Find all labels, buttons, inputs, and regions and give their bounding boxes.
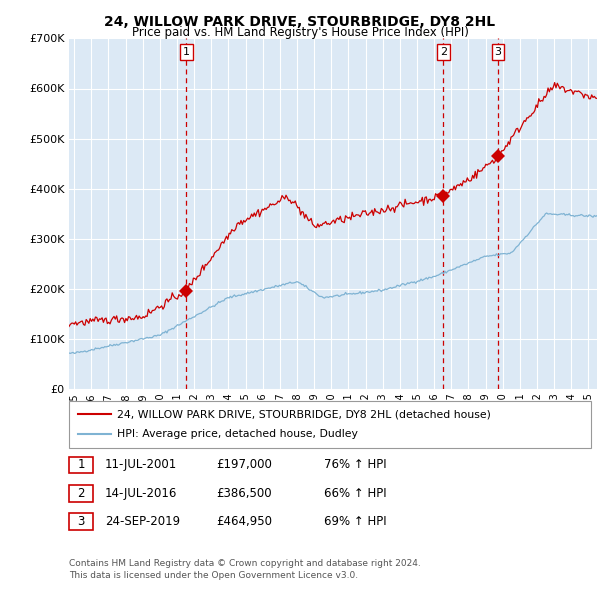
Text: HPI: Average price, detached house, Dudley: HPI: Average price, detached house, Dudl… <box>117 430 358 439</box>
Text: 3: 3 <box>494 47 502 57</box>
Text: 24, WILLOW PARK DRIVE, STOURBRIDGE, DY8 2HL: 24, WILLOW PARK DRIVE, STOURBRIDGE, DY8 … <box>104 15 496 29</box>
Text: £197,000: £197,000 <box>216 458 272 471</box>
Text: 1: 1 <box>77 458 85 471</box>
Text: £386,500: £386,500 <box>216 487 272 500</box>
Text: 24, WILLOW PARK DRIVE, STOURBRIDGE, DY8 2HL (detached house): 24, WILLOW PARK DRIVE, STOURBRIDGE, DY8 … <box>117 409 491 419</box>
Text: 24-SEP-2019: 24-SEP-2019 <box>105 515 180 528</box>
Text: 76% ↑ HPI: 76% ↑ HPI <box>324 458 386 471</box>
Text: 66% ↑ HPI: 66% ↑ HPI <box>324 487 386 500</box>
Text: 2: 2 <box>440 47 447 57</box>
Text: 14-JUL-2016: 14-JUL-2016 <box>105 487 178 500</box>
Text: 2: 2 <box>77 487 85 500</box>
Text: This data is licensed under the Open Government Licence v3.0.: This data is licensed under the Open Gov… <box>69 571 358 579</box>
Text: Contains HM Land Registry data © Crown copyright and database right 2024.: Contains HM Land Registry data © Crown c… <box>69 559 421 568</box>
Text: 3: 3 <box>77 515 85 528</box>
Text: £464,950: £464,950 <box>216 515 272 528</box>
Text: 1: 1 <box>183 47 190 57</box>
Text: 69% ↑ HPI: 69% ↑ HPI <box>324 515 386 528</box>
Text: Price paid vs. HM Land Registry's House Price Index (HPI): Price paid vs. HM Land Registry's House … <box>131 26 469 39</box>
Text: 11-JUL-2001: 11-JUL-2001 <box>105 458 177 471</box>
